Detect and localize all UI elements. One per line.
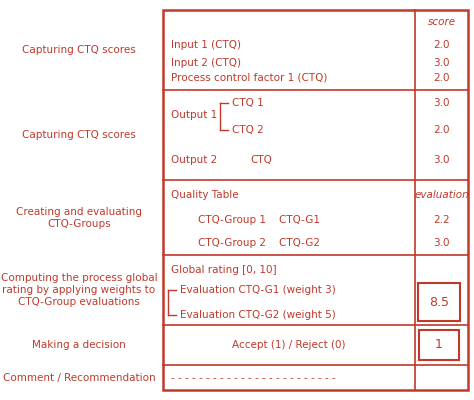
Bar (419, 330, 459, 360)
Text: Capturing CTQ scores: Capturing CTQ scores (22, 45, 136, 55)
Text: Quality Table: Quality Table (171, 190, 238, 200)
Text: score: score (428, 17, 456, 27)
Text: 2.0: 2.0 (433, 40, 450, 50)
Text: Process control factor 1 (CTQ): Process control factor 1 (CTQ) (171, 73, 328, 83)
Text: Input 2 (CTQ): Input 2 (CTQ) (171, 58, 241, 68)
Text: Making a decision: Making a decision (32, 340, 126, 350)
Bar (163, 10, 468, 390)
Text: Output 1: Output 1 (171, 110, 217, 120)
Text: 1: 1 (435, 338, 443, 352)
Text: 8.5: 8.5 (429, 296, 449, 308)
Text: Comment / Recommendation: Comment / Recommendation (3, 373, 155, 383)
Text: 3.0: 3.0 (433, 58, 450, 68)
Text: Evaluation CTQ-G1 (weight 3): Evaluation CTQ-G1 (weight 3) (180, 285, 336, 295)
Text: CTQ-Group 2    CTQ-G2: CTQ-Group 2 CTQ-G2 (198, 238, 320, 248)
Text: Computing the process global
rating by applying weights to
CTQ-Group evaluations: Computing the process global rating by a… (0, 274, 157, 306)
Text: 3.0: 3.0 (433, 155, 450, 165)
Bar (418, 283, 460, 321)
Text: 3.0: 3.0 (433, 98, 450, 108)
Text: Global rating [0, 10]: Global rating [0, 10] (171, 265, 277, 275)
Text: evaluation: evaluation (414, 190, 469, 200)
Text: Input 1 (CTQ): Input 1 (CTQ) (171, 40, 241, 50)
Text: Output 2: Output 2 (171, 155, 217, 165)
Text: 2.0: 2.0 (433, 125, 450, 135)
Text: - - - - - - - - - - - - - - - - - - - - - - - -: - - - - - - - - - - - - - - - - - - - - … (171, 373, 336, 383)
Text: 2.2: 2.2 (433, 215, 450, 225)
Text: Creating and evaluating
CTQ-Groups: Creating and evaluating CTQ-Groups (16, 207, 142, 229)
Text: CTQ: CTQ (250, 155, 272, 165)
Text: 3.0: 3.0 (433, 238, 450, 248)
Text: Accept (1) / Reject (0): Accept (1) / Reject (0) (232, 340, 346, 350)
Text: CTQ 1: CTQ 1 (232, 98, 264, 108)
Text: Evaluation CTQ-G2 (weight 5): Evaluation CTQ-G2 (weight 5) (180, 310, 336, 320)
Text: 2.0: 2.0 (433, 73, 450, 83)
Text: CTQ-Group 1    CTQ-G1: CTQ-Group 1 CTQ-G1 (198, 215, 320, 225)
Text: Capturing CTQ scores: Capturing CTQ scores (22, 130, 136, 140)
Text: CTQ 2: CTQ 2 (232, 125, 264, 135)
